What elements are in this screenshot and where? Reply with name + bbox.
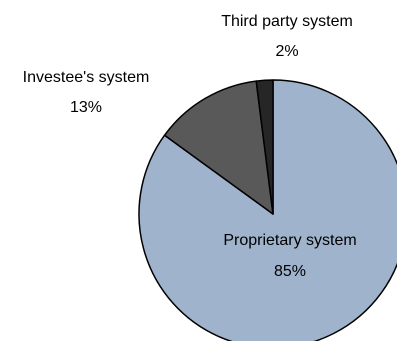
slice-label-proprietary: Proprietary system [223, 232, 356, 249]
slice-label-third-party: Third party system [221, 13, 353, 30]
slice-value-investee: 13% [70, 99, 102, 116]
slice-investee [163, 80, 274, 215]
slice-value-third-party: 2% [275, 43, 298, 60]
pie-slices [138, 79, 397, 341]
slice-value-proprietary: 85% [274, 263, 306, 280]
slice-third-party [255, 79, 274, 215]
slice-label-investee: Investee's system [23, 69, 150, 86]
